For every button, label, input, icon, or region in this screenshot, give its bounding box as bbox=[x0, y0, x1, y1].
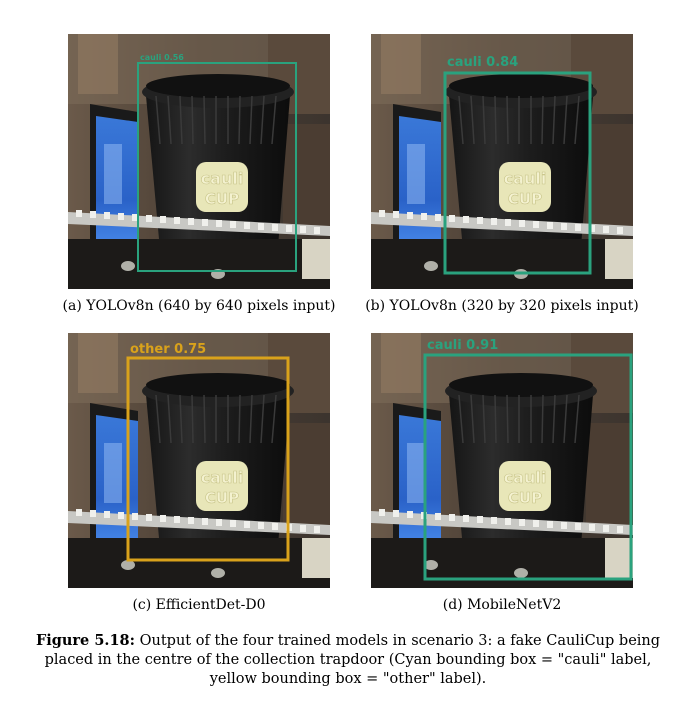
bounding-box-c bbox=[126, 356, 290, 562]
detection-label-b: cauli 0.84 bbox=[447, 55, 519, 70]
photo-c: other 0.75 bbox=[68, 333, 330, 588]
figure-caption: Figure 5.18: Output of the four trained … bbox=[20, 631, 676, 689]
detection-label-d: cauli 0.91 bbox=[427, 338, 499, 353]
bounding-box-b bbox=[443, 71, 592, 275]
panel-b: cauli 0.84 bbox=[371, 34, 633, 289]
scene-a bbox=[68, 34, 330, 289]
caption-c: (c) EfficientDet-D0 bbox=[132, 597, 266, 613]
detection-label-c: other 0.75 bbox=[130, 342, 207, 357]
detection-label-a: cauli 0.56 bbox=[140, 53, 184, 62]
figure-text: Output of the four trained models in sce… bbox=[44, 633, 661, 687]
photo-a: cauli 0.56 bbox=[68, 34, 330, 289]
figure-label: Figure 5.18: bbox=[35, 632, 136, 649]
caption-b: (b) YOLOv8n (320 by 320 pixels input) bbox=[365, 298, 639, 314]
caption-d: (d) MobileNetV2 bbox=[442, 597, 562, 613]
photo-b: cauli 0.84 bbox=[371, 34, 633, 289]
scene-d bbox=[371, 333, 633, 588]
caption-a: (a) YOLOv8n (640 by 640 pixels input) bbox=[62, 298, 336, 314]
photo-d: cauli 0.91 bbox=[371, 333, 633, 588]
panel-d: cauli 0.91 bbox=[371, 333, 633, 588]
scene-b bbox=[371, 34, 633, 289]
bounding-box-a bbox=[137, 62, 297, 272]
panel-a: cauli 0.56 bbox=[68, 34, 330, 289]
scene-c bbox=[68, 333, 330, 588]
panel-c: other 0.75 bbox=[68, 333, 330, 588]
bounding-box-d bbox=[423, 353, 633, 581]
